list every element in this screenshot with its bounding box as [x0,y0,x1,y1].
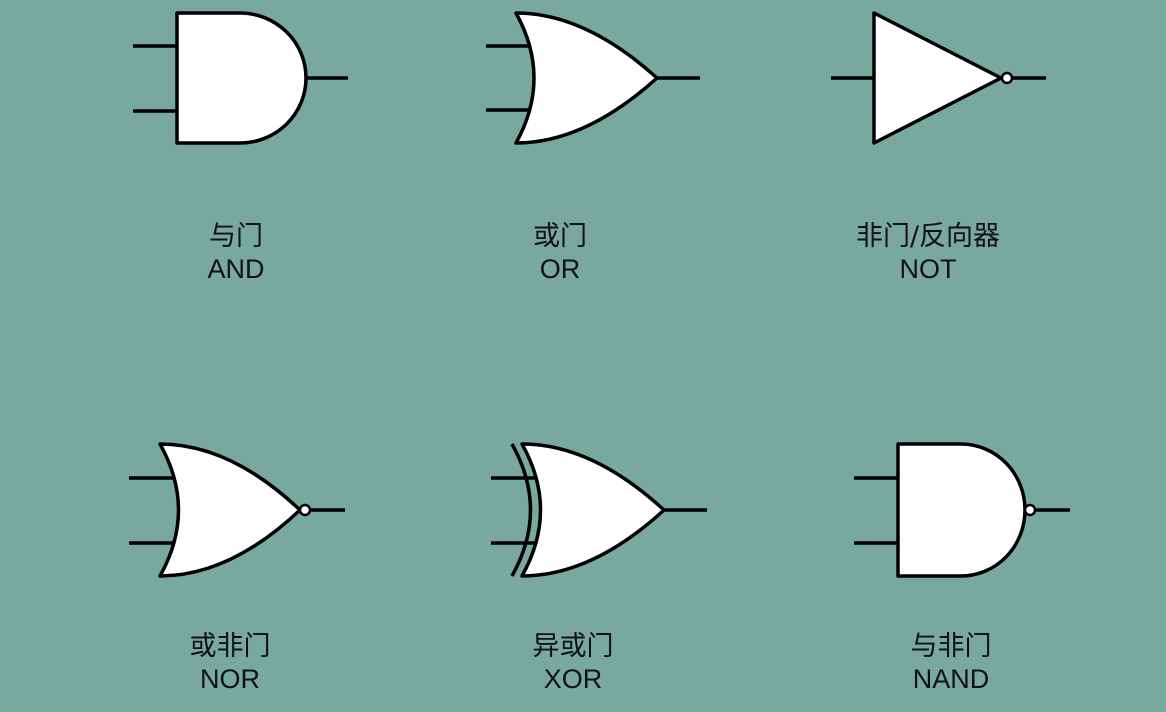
not-gate-label: 非门/反向器 NOT [856,220,1000,286]
nor-gate-name-en: NOR [200,664,260,694]
nor-gate-name-zh: 或非门 [189,631,271,662]
or-gate-name-en: OR [539,254,581,284]
and-gate-name-en: AND [207,254,265,284]
and-gate-name-zh: 与门 [208,221,263,252]
nor-gate-label: 或非门 NOR [190,630,271,696]
nand-gate-name-zh: 与非门 [910,631,992,662]
not-gate-name-zh: 非门/反向器 [855,221,1001,252]
xor-gate-label: 异或门 XOR [533,630,614,696]
and-gate-label: 与门 AND [207,220,264,286]
nand-gate-label: 与非门 NAND [911,630,992,696]
or-gate-label: 或门 OR [533,220,587,286]
xor-gate-name-en: XOR [543,664,603,694]
nand-gate-name-en: NAND [912,664,990,694]
not-gate-name-en: NOT [899,254,957,284]
or-gate-name-zh: 或门 [533,221,587,252]
xor-gate-name-zh: 异或门 [532,631,614,662]
